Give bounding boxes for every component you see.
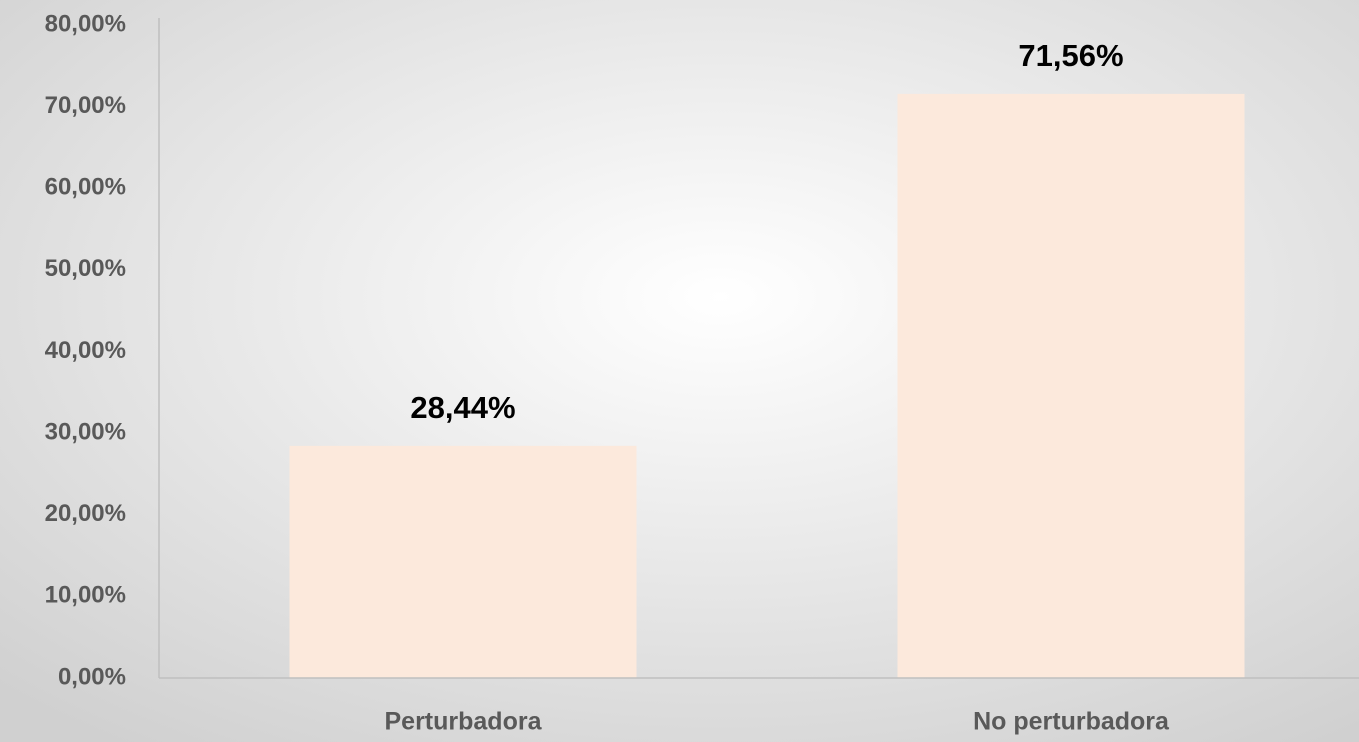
y-tick-label: 0,00% [58, 663, 126, 690]
y-tick-label: 60,00% [45, 174, 126, 201]
y-tick-label: 20,00% [45, 500, 126, 527]
y-tick-label: 50,00% [45, 255, 126, 282]
data-label: 28,44% [410, 390, 515, 425]
y-tick-label: 80,00% [45, 10, 126, 37]
bar [897, 93, 1245, 679]
x-tick-label: No perturbadora [973, 708, 1170, 736]
x-tick-label: Perturbadora [385, 708, 543, 736]
y-tick-label: 10,00% [45, 582, 126, 609]
y-tick-label: 70,00% [45, 92, 126, 119]
y-tick-label: 40,00% [45, 337, 126, 364]
y-tick-label: 30,00% [45, 418, 126, 445]
bar [289, 445, 637, 678]
data-label: 71,56% [1018, 38, 1123, 73]
